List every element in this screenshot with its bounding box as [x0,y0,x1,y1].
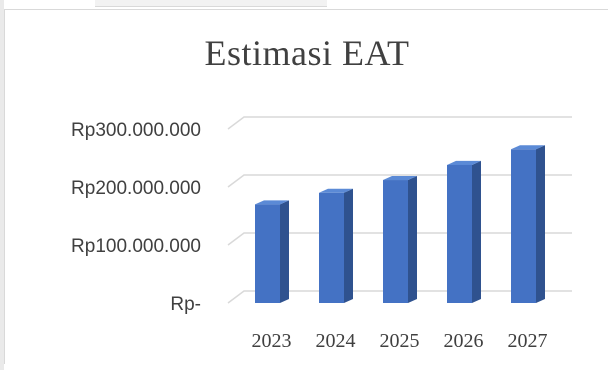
bar-side [344,188,353,303]
x-tick-label: 2026 [444,330,484,352]
bar-side [280,200,289,303]
gridline [227,116,572,130]
bar-top [447,160,481,165]
bar [255,204,280,303]
bar-side [408,175,417,303]
x-tick-label: 2025 [380,330,420,352]
bar-top [511,145,545,150]
cell-strip [95,0,327,7]
bar [319,192,344,303]
bar-side [536,145,545,303]
y-tick-label: Rp300.000.000 [71,120,201,141]
bar-side [472,160,481,303]
bar [447,164,472,303]
x-tick-label: 2027 [508,330,548,352]
y-tick-label: Rp200.000.000 [71,178,201,199]
window-edge [0,0,4,370]
y-tick-label: Rp- [170,294,201,315]
chart-title: Estimasi EAT [204,33,410,73]
x-tick-label: 2023 [252,330,292,352]
bar-top [255,200,289,205]
bar-top [383,175,417,181]
bar [383,180,408,303]
bar-top [319,188,353,193]
x-tick-label: 2024 [316,330,356,352]
bar [511,149,536,303]
chart-area[interactable] [4,9,608,364]
y-tick-label: Rp100.000.000 [71,236,201,257]
